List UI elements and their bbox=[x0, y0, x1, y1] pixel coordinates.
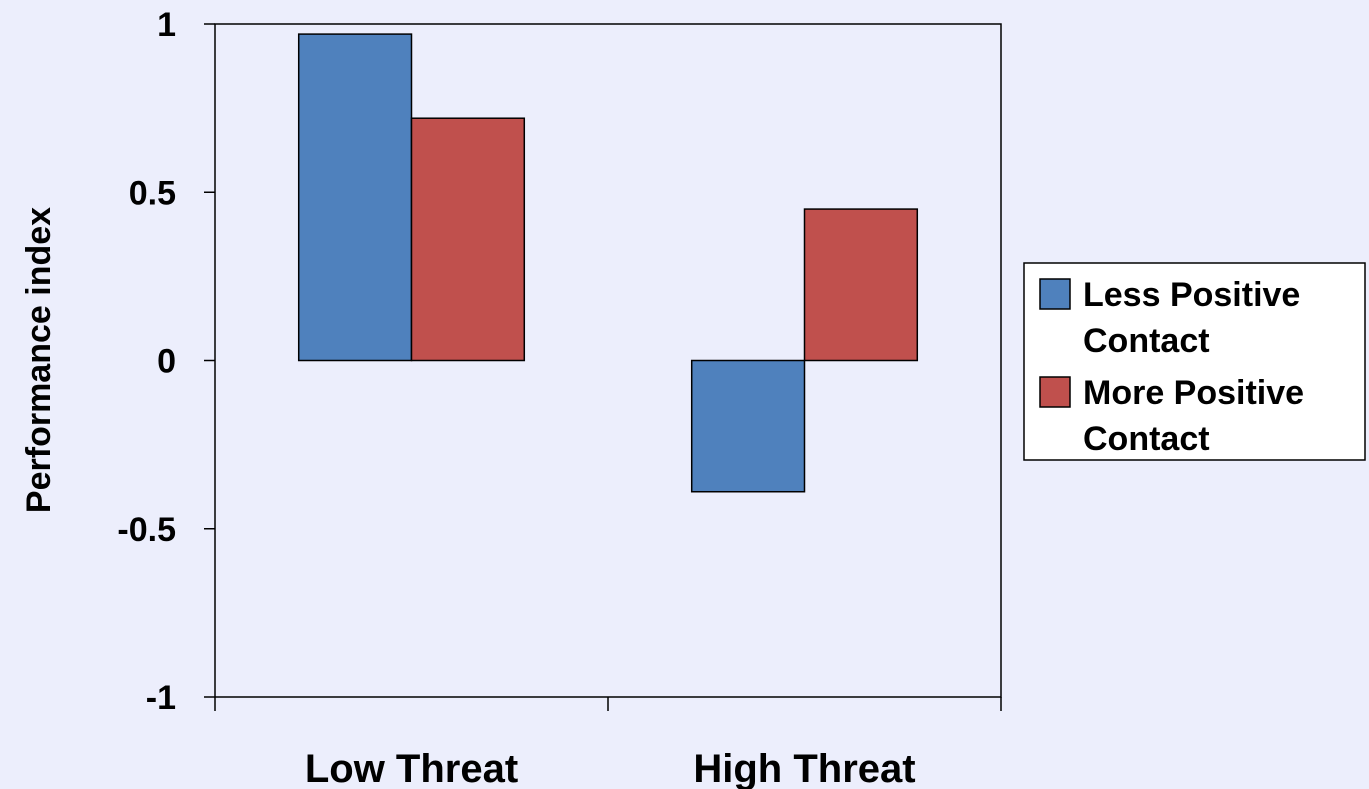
bars-group bbox=[297, 33, 919, 493]
bar-more-positive-low-threat bbox=[410, 117, 526, 362]
bar-more-positive-high-threat bbox=[803, 208, 919, 362]
y-axis-ticks: 1 0.5 0 -0.5 -1 bbox=[117, 6, 215, 717]
y-tick-label: -1 bbox=[146, 679, 176, 717]
bar-less-positive-high-threat bbox=[690, 359, 806, 493]
y-tick-label: 1 bbox=[157, 6, 176, 44]
y-tick-label: -0.5 bbox=[117, 511, 176, 549]
legend-box bbox=[1023, 262, 1366, 461]
legend-swatch bbox=[1039, 278, 1071, 310]
y-tick-label: 0.5 bbox=[129, 174, 176, 212]
x-axis-ticks bbox=[214, 697, 1002, 711]
y-tick-label: 0 bbox=[157, 343, 176, 381]
x-category-label: Low Threat bbox=[305, 747, 518, 789]
legend-swatch bbox=[1039, 376, 1071, 408]
bar-less-positive-low-threat bbox=[297, 33, 413, 362]
x-category-label: High Threat bbox=[693, 747, 915, 789]
legend: Less Positive Contact More Positive Contact bbox=[1023, 262, 1366, 461]
legend-label: Contact bbox=[1083, 322, 1210, 360]
legend-label: Less Positive bbox=[1083, 276, 1300, 314]
y-axis-label: Performance index bbox=[20, 207, 58, 513]
legend-label: More Positive bbox=[1083, 374, 1304, 412]
category-labels: Low Threat High Threat bbox=[305, 747, 916, 789]
legend-label: Contact bbox=[1083, 420, 1210, 458]
